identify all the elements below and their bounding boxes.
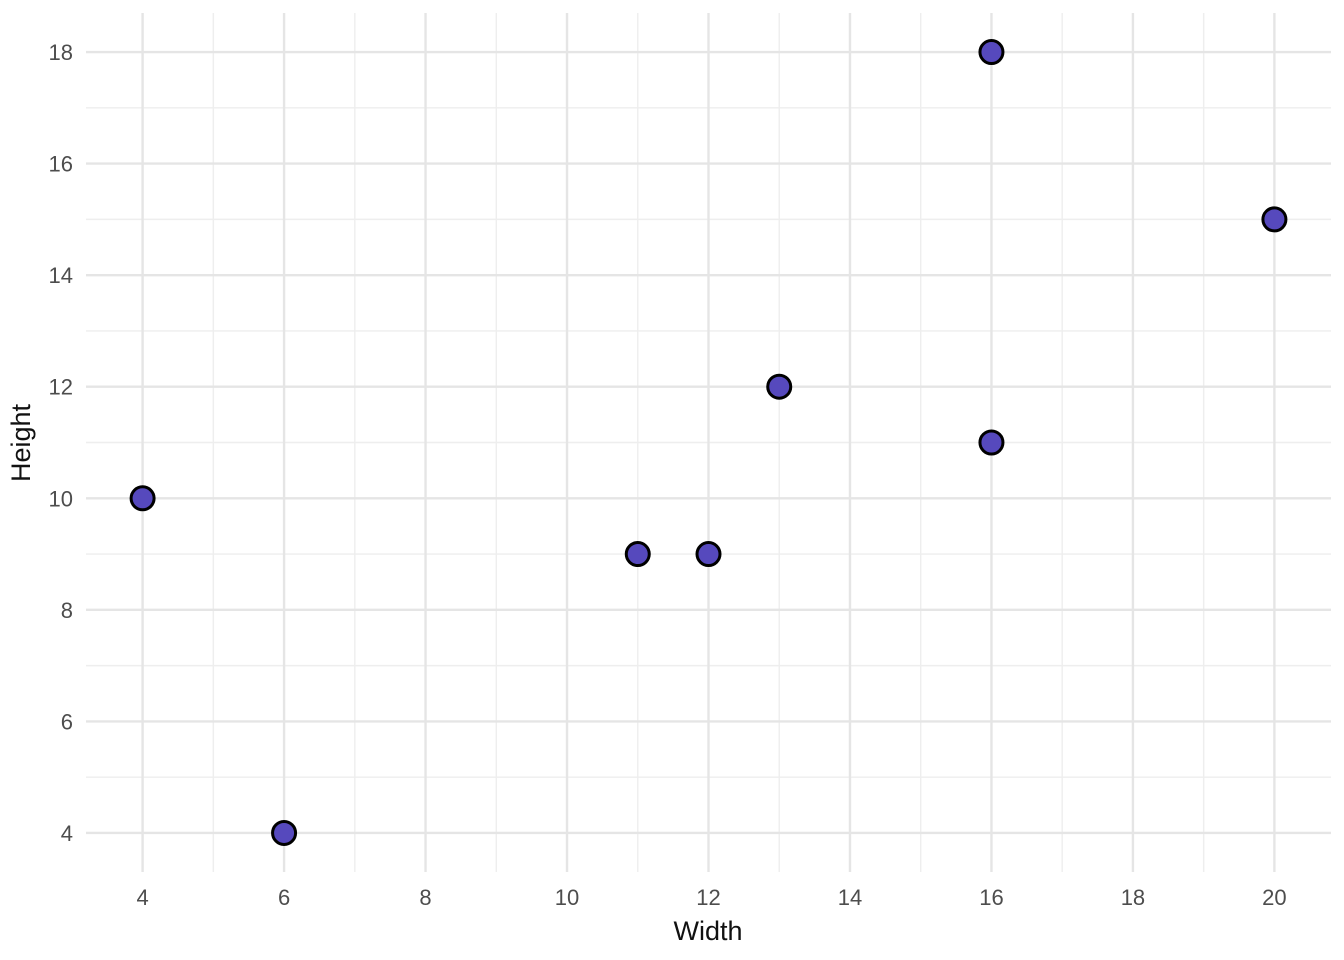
x-tick-label: 20 (1262, 885, 1286, 910)
x-tick-label: 8 (419, 885, 431, 910)
data-point (1261, 206, 1288, 233)
y-tick-label: 8 (61, 598, 73, 623)
data-point (978, 39, 1005, 66)
y-tick-label: 4 (61, 821, 73, 846)
y-tick-label: 10 (49, 486, 73, 511)
x-tick-label: 10 (555, 885, 579, 910)
x-tick-label: 16 (979, 885, 1003, 910)
y-tick-label: 6 (61, 709, 73, 734)
y-axis-title: Height (6, 403, 36, 482)
grid-major-layer (86, 13, 1331, 872)
data-point (978, 429, 1005, 456)
y-tick-label: 16 (49, 152, 73, 177)
data-point (624, 541, 651, 568)
data-point (695, 541, 722, 568)
x-tick-label: 18 (1121, 885, 1145, 910)
y-tick-label: 12 (49, 375, 73, 400)
y-tick-label: 18 (49, 40, 73, 65)
tick-label-layer: 4 6 8 10 12 14 16 18 20 4 6 8 10 12 14 16 18 (49, 40, 1287, 910)
x-tick-label: 4 (136, 885, 148, 910)
y-tick-label: 14 (49, 263, 73, 288)
data-point (129, 485, 156, 512)
x-axis-title: Width (673, 916, 742, 946)
x-tick-label: 6 (278, 885, 290, 910)
x-tick-label: 14 (838, 885, 862, 910)
points-layer (129, 39, 1288, 846)
data-point (766, 373, 793, 400)
x-tick-label: 12 (696, 885, 720, 910)
data-point (271, 819, 298, 846)
